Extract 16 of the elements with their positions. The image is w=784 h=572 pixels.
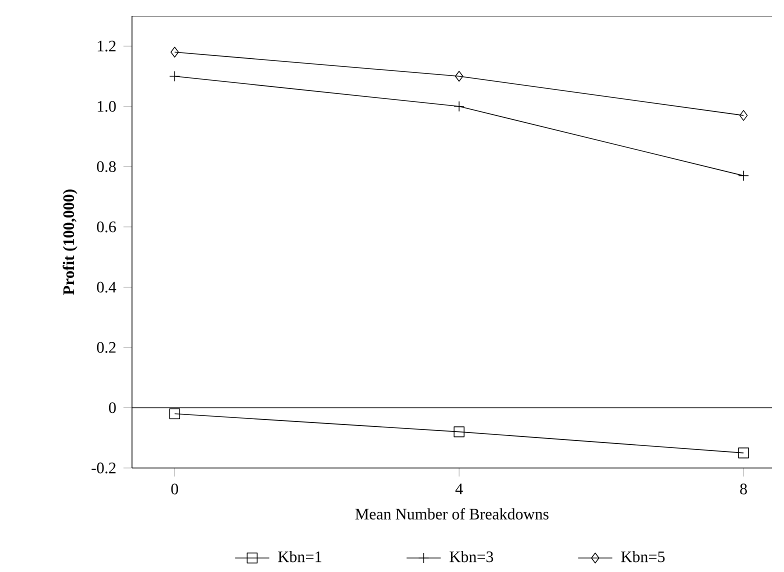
y-tick-label: 1.0 — [98, 100, 116, 112]
y-tick-label: 1.2 — [98, 40, 116, 52]
y-tick-label: 0.2 — [96, 342, 116, 353]
x-tick-label: 8 — [740, 484, 747, 494]
legend-label: Kbn=5 — [621, 550, 665, 562]
y-tick-label: 0 — [108, 402, 116, 414]
x-tick-label: 0 — [171, 484, 178, 494]
y-axis-title: Profit (100,000) — [62, 190, 78, 295]
x-tick-label: 4 — [455, 484, 463, 494]
legend-label: Kbn=3 — [450, 550, 494, 562]
legend-label: Kbn=1 — [278, 550, 322, 562]
y-tick-label: 0.4 — [96, 282, 116, 293]
x-axis-title: Mean Number of Breakdowns — [355, 508, 548, 520]
y-tick-label: 0.8 — [96, 161, 116, 172]
y-tick-label: 0.6 — [96, 221, 116, 232]
y-tick-label: -0.2 — [92, 462, 116, 474]
